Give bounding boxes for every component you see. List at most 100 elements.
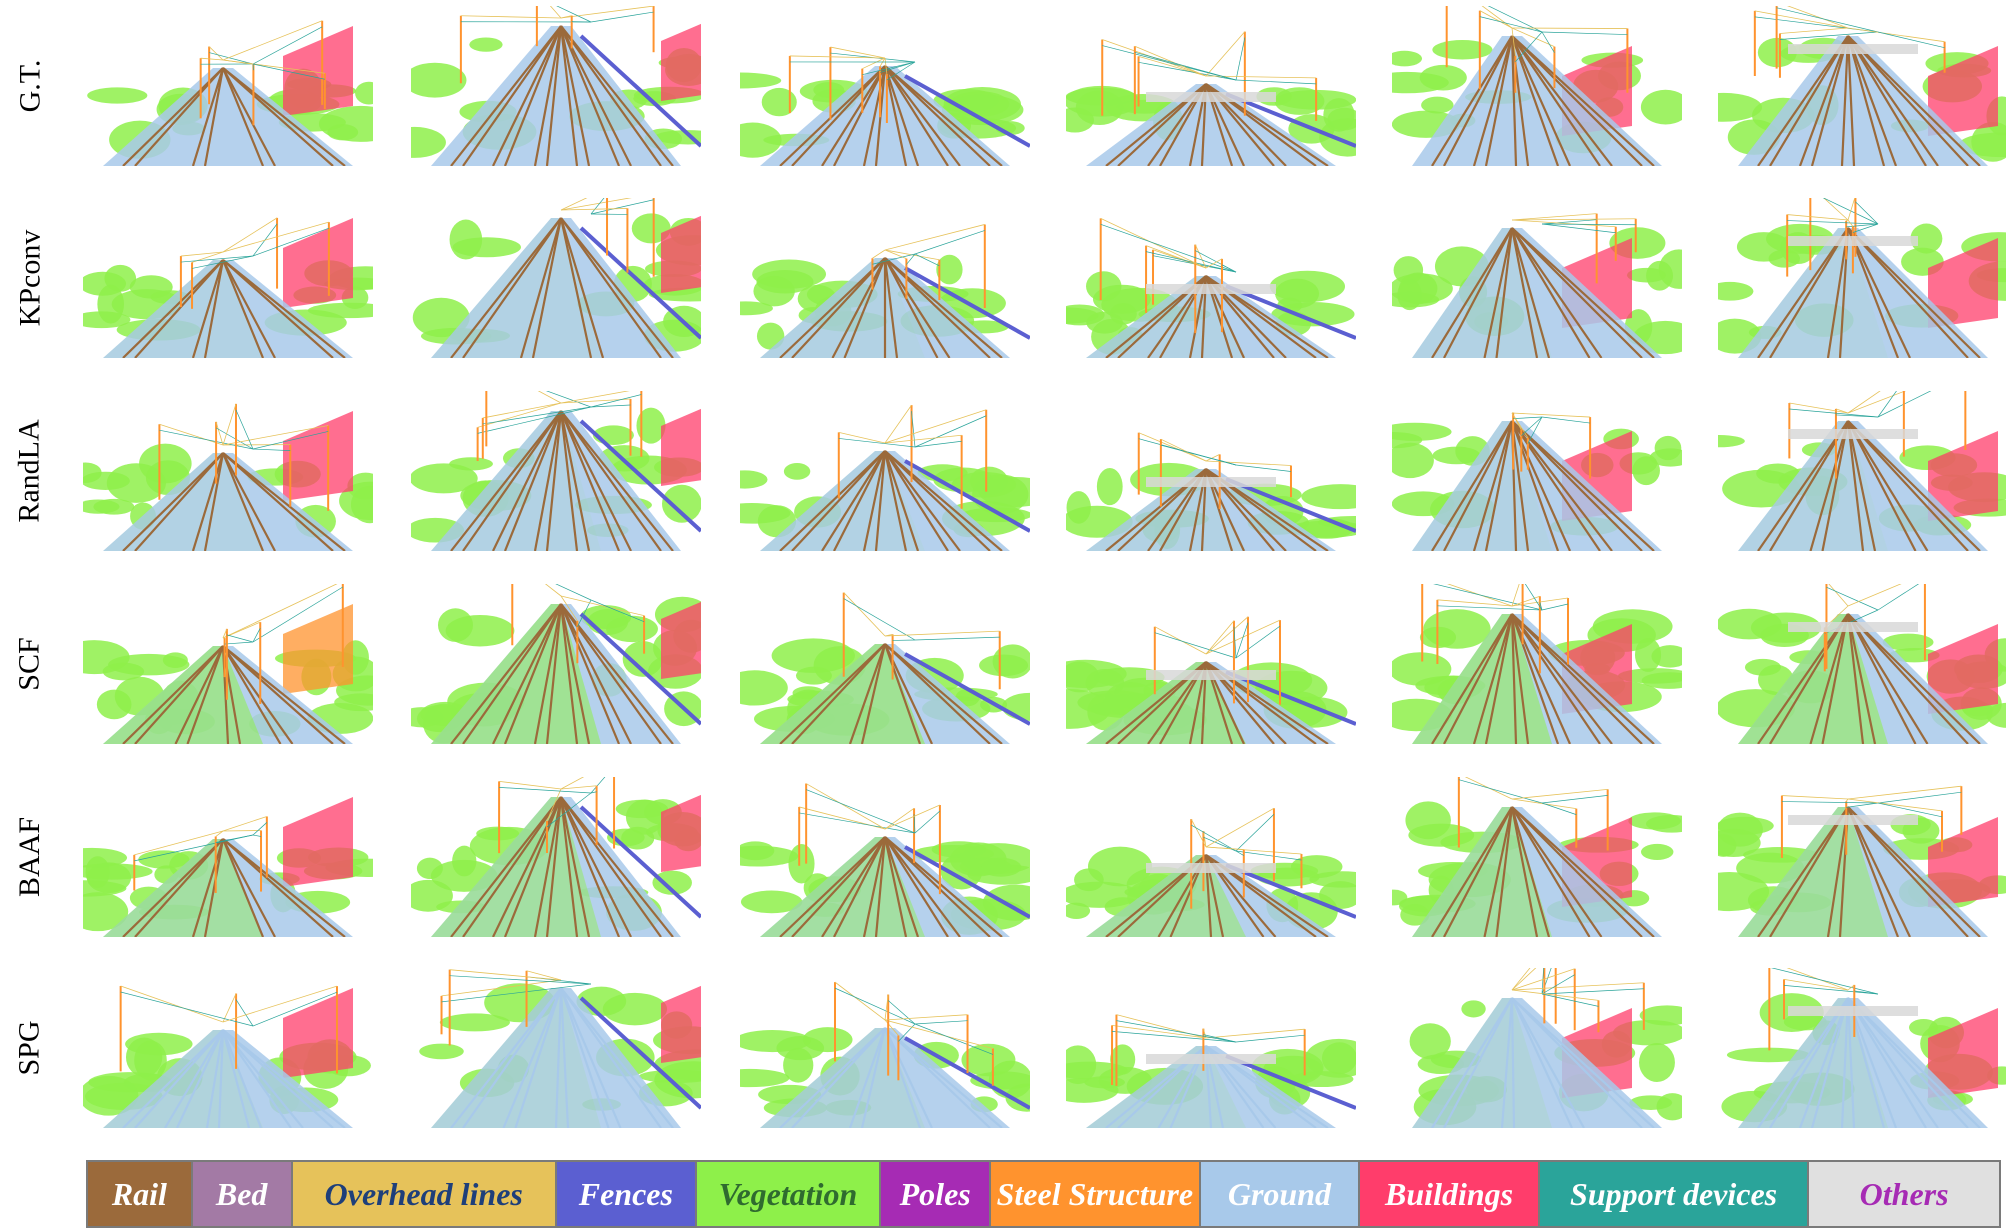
segmentation-panel: [1392, 6, 1682, 166]
point-cloud-render: [740, 592, 1030, 744]
rail-lines: [779, 257, 1003, 358]
segmentation-panel: [1066, 584, 1356, 744]
ground-region: [103, 646, 353, 744]
building-region: [1928, 1008, 1998, 1098]
segmentation-panel: [1066, 777, 1356, 937]
overhead-structure: [798, 783, 941, 895]
point-cloud-render: [83, 985, 371, 1128]
point-cloud-render: [419, 969, 701, 1128]
rail-lines: [122, 259, 346, 358]
legend-item: Support devices: [1539, 1162, 1810, 1226]
fence-line: [1225, 92, 1356, 148]
ground-region: [103, 453, 353, 551]
row-label-text: RandLA: [13, 419, 47, 523]
rail-lines: [450, 25, 674, 166]
rail-lines: [450, 217, 674, 358]
segmentation-panel: [740, 6, 1030, 166]
point-cloud-render: [1409, 968, 1682, 1128]
legend-item: Bed: [192, 1162, 293, 1226]
legend-item: Overhead lines: [292, 1162, 557, 1226]
segmentation-panel: [740, 198, 1030, 358]
rail-lines: [1431, 997, 1655, 1128]
rail-lines: [1757, 613, 1981, 744]
point-cloud-render: [740, 783, 1030, 937]
fence-line: [904, 459, 1030, 533]
segmentation-panel: [1066, 968, 1356, 1128]
point-cloud-render: [411, 584, 701, 744]
building-region: [283, 26, 353, 116]
ground-region: [1738, 614, 1988, 744]
others-region: [1146, 284, 1276, 294]
rail-lines: [122, 1029, 346, 1128]
overhead-structure: [1445, 6, 1629, 93]
building-region: [283, 218, 353, 308]
class-legend: Rail Bed Overhead lines Fences Vegetation Pol…: [86, 1160, 2001, 1228]
overhead-structure: [1153, 616, 1281, 705]
building-region: [1928, 431, 1998, 521]
rail-lines: [1431, 806, 1655, 937]
point-cloud-render: [1392, 412, 1682, 551]
others-region: [1788, 622, 1918, 632]
overhead-structure: [788, 46, 916, 124]
rail-lines: [1757, 997, 1981, 1128]
others-region: [1146, 863, 1276, 873]
rail-lines: [450, 603, 674, 744]
ground-region: [1412, 36, 1662, 166]
segmentation-panel: [1066, 198, 1356, 358]
point-cloud-render: [1721, 968, 2006, 1128]
ground-region: [1738, 36, 1988, 166]
row-label-kp: KPconv: [0, 198, 60, 358]
point-cloud-render: [1066, 1014, 1356, 1128]
building-region: [1928, 817, 1998, 907]
overhead-structure: [199, 20, 326, 126]
ground-region: [1412, 807, 1662, 937]
point-cloud-render: [1718, 785, 2006, 937]
segmentation-panel: [83, 6, 373, 166]
point-cloud-render: [411, 6, 701, 166]
others-region: [1788, 429, 1918, 439]
segmentation-panel: [411, 777, 701, 937]
overhead-structure: [440, 969, 592, 1046]
building-region: [661, 408, 701, 486]
overhead-structure: [498, 777, 616, 854]
row-label-text: SCF: [12, 637, 46, 691]
point-cloud-render: [1066, 807, 1356, 937]
segmentation-panel: [740, 391, 1030, 551]
building-region: [283, 797, 353, 887]
point-cloud-render: [1066, 432, 1356, 551]
point-cloud-render: [412, 198, 701, 358]
overhead-structure: [833, 981, 994, 1086]
point-cloud-render: [1392, 777, 1682, 937]
segmentation-panel: [1718, 6, 2006, 166]
legend-item: Rail: [88, 1162, 193, 1226]
fence-line: [579, 612, 701, 726]
rail-lines: [779, 450, 1003, 551]
legend-item: Others: [1809, 1162, 1999, 1226]
fence-line: [1225, 284, 1356, 340]
point-cloud-render: [740, 404, 1030, 551]
overhead-structure: [119, 985, 338, 1074]
ground-region: [1086, 855, 1336, 937]
point-cloud-render: [83, 403, 373, 551]
ground-region: [1738, 807, 1988, 937]
point-cloud-render: [740, 224, 1030, 358]
row-label-text: KPconv: [13, 229, 47, 327]
point-cloud-render: [1392, 584, 1682, 744]
building-region: [661, 215, 701, 293]
point-cloud-render: [83, 797, 373, 937]
rail-lines: [122, 838, 346, 937]
fence-line: [1225, 1054, 1356, 1110]
rail-lines: [1757, 420, 1981, 551]
building-region: [661, 985, 701, 1063]
fence-line: [579, 419, 701, 533]
overhead-structure: [1111, 1014, 1306, 1086]
segmentation-panel: [83, 584, 373, 744]
building-region: [661, 23, 701, 101]
point-cloud-render: [1066, 31, 1356, 166]
rail-lines: [1757, 806, 1981, 937]
overhead-structure: [871, 224, 986, 309]
overhead-structure: [837, 404, 988, 509]
fence-line: [904, 652, 1030, 726]
overhead-structure: [222, 584, 344, 704]
ground-region: [431, 988, 681, 1128]
